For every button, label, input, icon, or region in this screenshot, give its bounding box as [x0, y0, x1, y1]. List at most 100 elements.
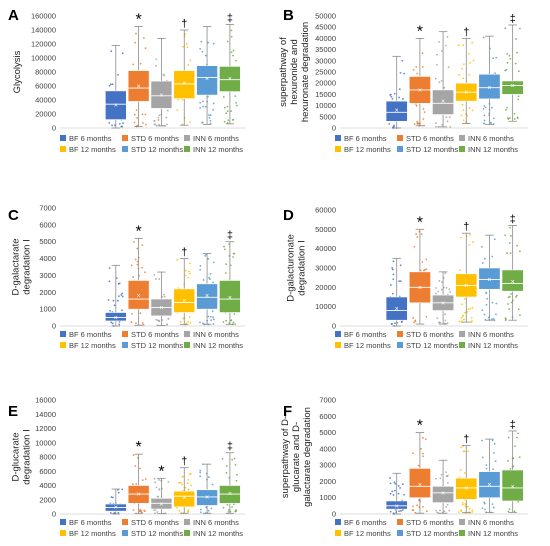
box-inn-6: ×: [432, 459, 455, 515]
legend-label: INN 6 months: [193, 518, 239, 527]
data-point: [446, 35, 449, 38]
data-point: [163, 293, 165, 296]
box-inn-12: ×‡: [219, 12, 241, 125]
data-point: [181, 475, 184, 478]
data-point: [121, 295, 124, 298]
data-point: [112, 299, 115, 302]
data-point: [421, 452, 424, 455]
data-point: [491, 318, 493, 321]
data-point: [389, 482, 392, 485]
data-point: [139, 508, 142, 511]
data-point: [226, 40, 229, 43]
box-std-6: ×*: [408, 23, 431, 127]
data-point: [437, 290, 440, 293]
data-point: [444, 313, 447, 316]
panel-letter: A: [8, 7, 19, 24]
data-point: [155, 486, 158, 489]
data-point: [403, 493, 405, 496]
panel-a: A 0 20000 40000 60000 80000 100000 120000 140000…: [8, 7, 245, 154]
data-point: [440, 80, 443, 82]
legend-swatch: [397, 342, 403, 348]
data-point: [467, 450, 470, 453]
data-point: [177, 287, 180, 290]
legend-swatch: [335, 342, 341, 348]
data-point: [492, 57, 495, 60]
y-tick-label: 60000: [35, 82, 56, 91]
data-point: [435, 509, 438, 512]
mean-marker: ×: [205, 494, 209, 501]
mean-marker: ×: [487, 482, 491, 489]
data-point: [459, 469, 462, 472]
data-point: [208, 276, 210, 279]
mean-marker: ×: [159, 93, 163, 100]
significance-marker: ‡: [510, 419, 516, 431]
data-point: [389, 492, 392, 495]
y-tick-label: 140000: [31, 26, 56, 35]
data-point: [235, 101, 237, 104]
iqr-box: [408, 468, 431, 499]
data-point: [207, 315, 210, 318]
data-point: [464, 503, 467, 505]
data-point: [143, 37, 145, 39]
data-point: [421, 66, 424, 68]
data-point: [462, 77, 465, 80]
data-point: [434, 292, 437, 295]
data-point: [440, 473, 443, 476]
data-point: [232, 119, 234, 121]
data-point: [212, 318, 215, 321]
data-point: [403, 72, 406, 75]
data-point: [223, 245, 225, 248]
data-point: [494, 460, 497, 463]
mean-marker: ×: [114, 504, 118, 511]
data-point: [460, 114, 463, 117]
y-tick-label: 35000: [315, 45, 336, 54]
data-point: [199, 469, 202, 472]
data-point: [436, 511, 439, 514]
panel-e: E 0 2000 4000 6000 8000 10000 12000 14000 16000 D-…: [8, 396, 245, 538]
data-point: [506, 52, 509, 55]
iqr-box: [219, 66, 241, 92]
data-point: [483, 502, 486, 505]
legend-label: INN 6 months: [468, 330, 514, 339]
data-point: [413, 321, 415, 324]
data-point: [485, 464, 488, 466]
data-point: [424, 438, 427, 441]
data-point: [108, 121, 111, 124]
data-point: [438, 280, 441, 282]
data-point: [485, 467, 488, 470]
iqr-box: [127, 70, 150, 102]
mean-marker: ×: [441, 99, 445, 106]
data-point: [141, 479, 144, 482]
y-axis-label: D-galactarate degradation I: [11, 238, 33, 295]
data-point: [141, 322, 144, 324]
data-point: [393, 124, 396, 127]
data-point: [121, 125, 123, 128]
data-point: [392, 260, 395, 263]
data-point: [226, 110, 229, 113]
legend-swatch: [60, 135, 66, 141]
data-point: [158, 479, 160, 481]
data-point: [144, 271, 146, 274]
data-point: [136, 117, 138, 119]
data-point: [223, 248, 226, 251]
data-point: [189, 59, 192, 62]
y-axis-label-line: D-glucarate: [11, 432, 22, 481]
data-point: [416, 236, 419, 238]
legend-swatch: [184, 519, 190, 525]
data-point: [399, 264, 402, 267]
data-point: [121, 488, 124, 491]
legend-swatch: [122, 530, 128, 536]
data-point: [139, 312, 142, 315]
data-point: [425, 510, 428, 513]
box-bf-12: ×†: [455, 221, 478, 324]
data-point: [445, 506, 448, 508]
data-point: [117, 491, 120, 494]
legend-swatch: [60, 519, 66, 525]
data-point: [516, 244, 519, 247]
data-point: [513, 510, 516, 513]
data-point: [184, 486, 187, 489]
data-point: [121, 292, 124, 295]
data-point: [222, 321, 225, 323]
significance-marker: *: [417, 214, 423, 231]
data-point: [133, 121, 136, 124]
